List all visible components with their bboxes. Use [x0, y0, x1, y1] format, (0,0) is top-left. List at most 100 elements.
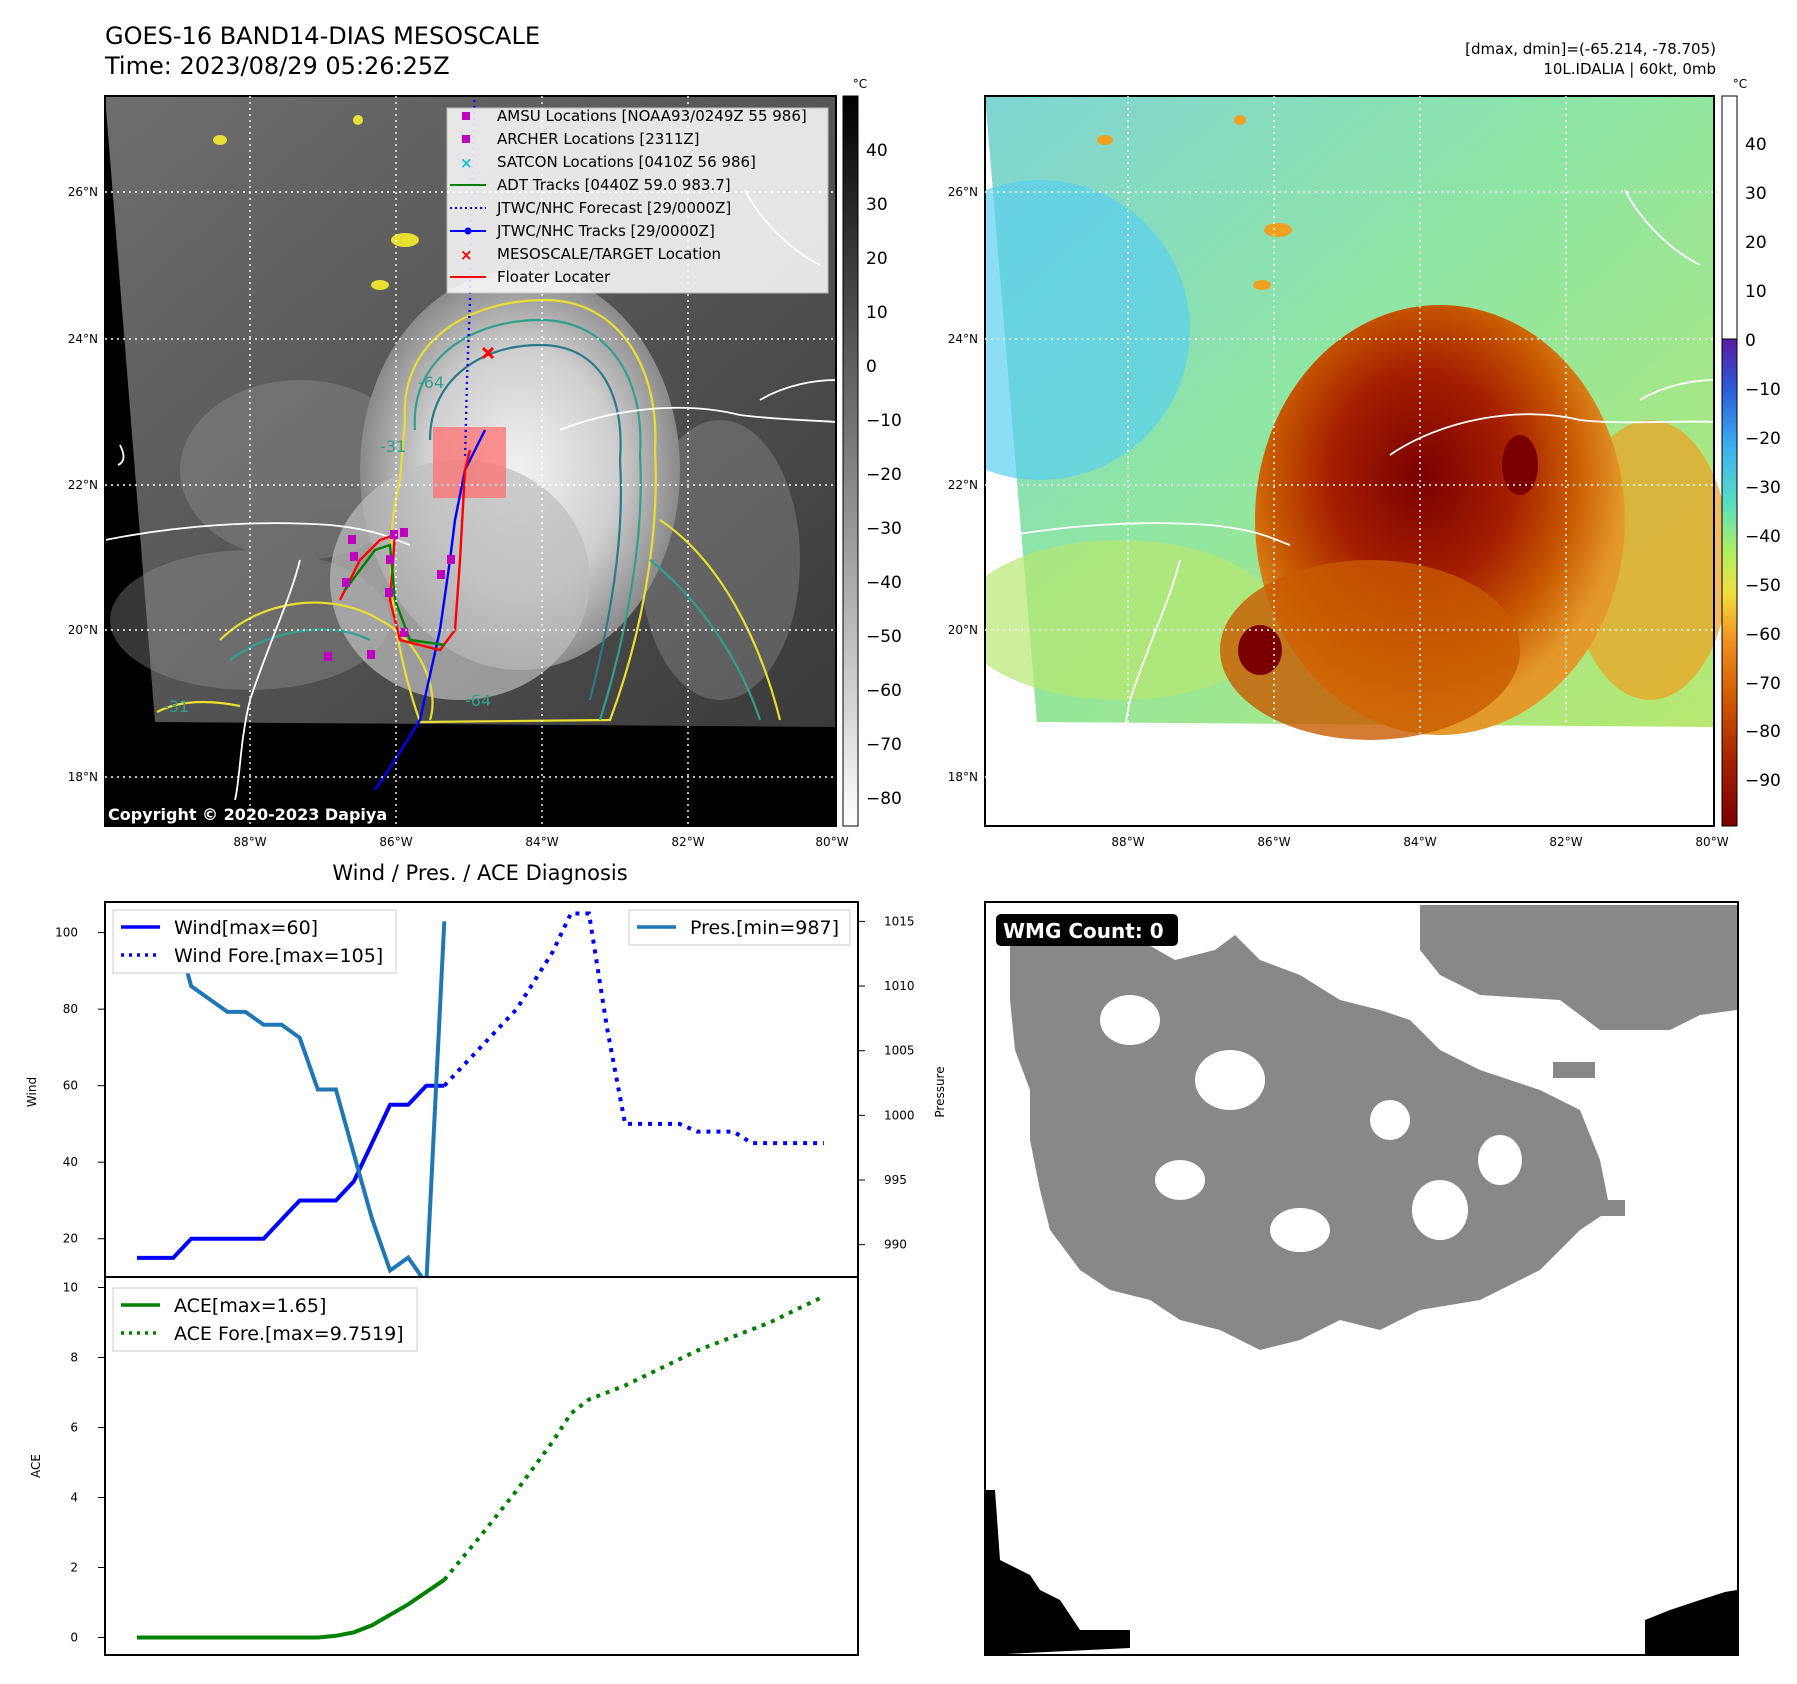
colorbar-tick: −60: [866, 681, 902, 701]
wmg-mask-panel: WMG Count: 0: [984, 901, 1739, 1656]
lat-label: 26°N: [948, 185, 978, 199]
wind-tick: 80: [63, 1002, 78, 1016]
colorbar-gray-ticks: 40 30 20 10 0 −10 −20 −30 −40 −50 −60 −7…: [866, 141, 902, 809]
wmg-gray-mask: [1010, 905, 1737, 1350]
pressure-tick: 1010: [884, 979, 915, 993]
wmg-badge: [996, 914, 1178, 946]
colorbar-tick: 0: [866, 357, 877, 377]
pressure-legend: Pres.[min=987]: [628, 909, 851, 946]
lon-label: 80°W: [1695, 835, 1728, 849]
wmg-land-mask: [985, 1490, 1737, 1655]
storm-tracks: [338, 96, 487, 791]
series-line: [442, 1294, 825, 1582]
ace-legend: ACE[max=1.65] ACE Fore.[max=9.7519]: [112, 1287, 418, 1352]
colorbar-tick: −90: [1745, 771, 1781, 791]
figure-title: GOES-16 BAND14-DIAS MESOSCALE: [105, 22, 540, 50]
wind-plot-area: [98, 911, 824, 1260]
lon-label: 84°W: [1403, 835, 1436, 849]
lon-label: 86°W: [379, 835, 412, 849]
legend-entry: ARCHER Locations [2311Z]: [497, 130, 700, 148]
colorbar-tick: −30: [1745, 478, 1781, 498]
copyright-notice: Copyright © 2020-2023 Dapiya: [108, 805, 387, 824]
colorbar-unit: °C: [853, 77, 867, 91]
colorbar-tick: 10: [1745, 282, 1767, 302]
colorbar-tick: 30: [866, 195, 888, 215]
colorbar-tick: −80: [1745, 722, 1781, 742]
lon-label: 82°W: [1549, 835, 1582, 849]
colorbar-color-ticks: 40 30 20 10 0 −10 −20 −30 −40 −50 −60 −7…: [1745, 135, 1781, 791]
map-graticule: [105, 96, 836, 826]
colorbar-tick: −50: [866, 627, 902, 647]
contour-label: -31: [380, 437, 406, 456]
colorbar-tick: 10: [866, 303, 888, 323]
figure-timestamp: Time: 2023/08/29 05:26:25Z: [104, 52, 450, 80]
ace-chart: ACE 10 8 6 4 2 0 ACE[max=1.65] ACE Fore.…: [29, 1276, 859, 1656]
pressure-tick: 1000: [884, 1108, 915, 1122]
legend-entry: ADT Tracks [0440Z 59.0 983.7]: [497, 176, 731, 194]
pressure-tick: 1005: [884, 1044, 915, 1058]
wind-legend: Wind[max=60] Wind Fore.[max=105]: [112, 909, 397, 974]
map-lon-labels: 88°W 86°W 84°W 82°W 80°W: [233, 835, 848, 849]
colorbar-tick: −80: [866, 789, 902, 809]
ace-tick: 10: [63, 1281, 78, 1295]
lon-label: 88°W: [233, 835, 266, 849]
colorbar-unit: °C: [1733, 77, 1747, 91]
colorbar-tick: −40: [1745, 527, 1781, 547]
colorbar-tick: −50: [1745, 576, 1781, 596]
map-legend: AMSU Locations [NOAA93/0249Z 55 986] ARC…: [450, 107, 807, 286]
map-graticule: [985, 96, 1714, 826]
contour-labels: -64 -31 -64 -31: [163, 373, 491, 716]
legend-marker: ×: [460, 154, 473, 172]
legend-marker: [464, 227, 472, 235]
ir-grayscale-map: 26°N 24°N 22°N 20°N 18°N 88°W 86°W 84°W …: [68, 95, 849, 849]
lon-label: 88°W: [1111, 835, 1144, 849]
ace-plot-area: [98, 1287, 825, 1640]
ace-tick: 0: [70, 1631, 78, 1645]
wind-tick: 100: [55, 926, 78, 940]
legend-entry: AMSU Locations [NOAA93/0249Z 55 986]: [497, 107, 807, 125]
colorbar-tick: −70: [866, 735, 902, 755]
ace-tick: 2: [70, 1561, 78, 1575]
map-lat-labels: 26°N 24°N 22°N 20°N 18°N: [948, 185, 978, 784]
wind-tick: 20: [63, 1232, 78, 1246]
lat-label: 24°N: [68, 332, 98, 346]
ace-tick: 6: [70, 1421, 78, 1435]
legend-marker: ×: [460, 246, 473, 264]
colorbar-grayscale: °C 40 30 20 10 0 −10 −20 −30 −40 −50 −60…: [842, 77, 902, 827]
lat-label: 22°N: [948, 478, 978, 492]
pressure-axis-label: Pressure: [933, 1066, 947, 1117]
lat-label: 18°N: [68, 770, 98, 784]
pressure-y-ticks: 1015 1010 1005 1000 995 990: [884, 914, 915, 1251]
storm-info: 10L.IDALIA | 60kt, 0mb: [1543, 60, 1716, 78]
lat-label: 18°N: [948, 770, 978, 784]
colorbar-tick: −10: [1745, 380, 1781, 400]
lon-label: 82°W: [671, 835, 704, 849]
legend-entry: JTWC/NHC Forecast [29/0000Z]: [496, 199, 731, 217]
colorbar-tick: −30: [866, 519, 902, 539]
contour-label: -64: [418, 373, 444, 392]
colorbar-tick: 40: [1745, 135, 1767, 155]
colorbar-tick: 20: [1745, 233, 1767, 253]
pressure-plot-area: [137, 919, 865, 1290]
series-line: [137, 1578, 446, 1640]
legend-entry: JTWC/NHC Tracks [29/0000Z]: [496, 222, 715, 240]
legend-entry: SATCON Locations [0410Z 56 986]: [497, 153, 756, 171]
stats-range: [dmax, dmin]=(-65.214, -78.705): [1465, 40, 1716, 58]
legend-entry: ACE[max=1.65]: [174, 1295, 326, 1317]
map-lon-labels: 88°W 86°W 84°W 82°W 80°W: [1111, 835, 1728, 849]
wind-y-ticks: 100 80 60 40 20: [55, 926, 78, 1246]
lat-label: 22°N: [68, 478, 98, 492]
contour-label: -64: [465, 691, 491, 710]
lat-label: 20°N: [68, 623, 98, 637]
lat-label: 20°N: [948, 623, 978, 637]
map-lat-labels: 26°N 24°N 22°N 20°N 18°N: [68, 185, 98, 784]
wind-tick: 60: [63, 1079, 78, 1093]
lon-label: 84°W: [525, 835, 558, 849]
lon-label: 80°W: [815, 835, 848, 849]
ace-tick: 4: [70, 1491, 78, 1505]
wmg-count-label: WMG Count: 0: [1003, 919, 1164, 943]
colorbar-tick: −60: [1745, 625, 1781, 645]
colorbar-tick: 40: [866, 141, 888, 161]
colorbar-color: °C 40 30 20 10 0 −10 −20 −30 −40 −50 −60…: [1721, 77, 1781, 827]
